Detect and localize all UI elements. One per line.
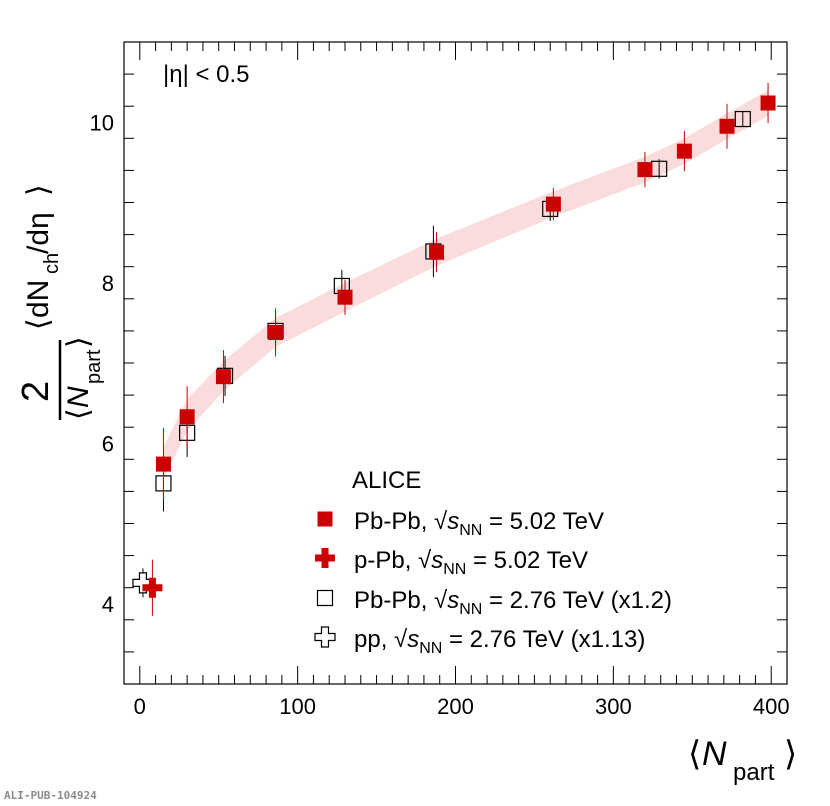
marker-filled-square	[676, 143, 692, 159]
publication-id: ALI-PUB-104924	[4, 789, 97, 802]
marker-filled-square	[545, 196, 561, 212]
x-axis-title-sub: part	[733, 759, 775, 786]
axis-ticks: 0 100 200 300 400 4 6 8 10	[90, 41, 790, 719]
y-axis-title-denominator-main: N	[62, 386, 95, 408]
legend-entries: Pb-Pb, √sNN = 5.02 TeV p-Pb, √sNN = 5.02 …	[314, 508, 672, 657]
systematic-band	[163, 90, 769, 480]
marker-filled-square	[179, 409, 195, 425]
y-axis-title-main: dN	[22, 280, 55, 318]
x-tick-label: 100	[279, 694, 316, 719]
x-axis-title: ⟨ N part ⟩	[688, 735, 797, 786]
y-tick-label: 6	[102, 431, 114, 456]
x-tick-label: 400	[753, 694, 790, 719]
eta-annotation: |η| < 0.5	[163, 61, 250, 88]
y-axis-title: 2 ⟨ N part ⟩ ⟨ dN ch /dη ⟩	[15, 184, 105, 420]
y-tick-label: 10	[90, 110, 114, 135]
marker-open-square	[316, 589, 334, 607]
y-tick-label: 4	[102, 592, 114, 617]
series-filled-cross	[142, 559, 163, 616]
x-tick-label: 0	[134, 694, 146, 719]
svg-text:⟩: ⟩	[62, 336, 95, 348]
x-tick-label: 200	[437, 694, 474, 719]
marker-filled-square	[719, 118, 735, 134]
marker-filled-square	[215, 369, 231, 385]
marker-filled-square	[155, 456, 171, 472]
marker-filled-square	[337, 289, 353, 305]
y-axis-title-tail: /dη	[22, 212, 55, 254]
marker-filled-square	[268, 325, 284, 341]
svg-text:⟩: ⟩	[784, 735, 797, 773]
marker-filled-square	[429, 244, 445, 260]
legend: ALICE Pb-Pb, √sNN = 5.02 TeV p-Pb, √sNN =…	[314, 467, 672, 657]
x-tick-label: 300	[595, 694, 632, 719]
series-filled-square	[155, 82, 776, 501]
marker-open-square	[734, 110, 751, 128]
marker-filled-square	[317, 511, 333, 527]
legend-entry-label: p-Pb, √sNN = 5.02 TeV	[354, 547, 588, 578]
marker-filled-cross	[315, 548, 335, 568]
legend-entry-label: Pb-Pb, √sNN = 2.76 TeV (x1.2)	[354, 587, 672, 618]
svg-text:⟩: ⟩	[22, 184, 55, 196]
legend-entry-label: Pb-Pb, √sNN = 5.02 TeV	[354, 508, 604, 539]
systematic-band-area	[163, 90, 769, 480]
y-axis-title-numerator: 2	[15, 381, 57, 402]
y-axis-title-denominator-sub: part	[83, 349, 105, 384]
marker-filled-square	[760, 95, 776, 111]
marker-filled-cross	[142, 577, 163, 598]
svg-text:⟨: ⟨	[688, 735, 701, 773]
marker-filled-square	[637, 162, 653, 178]
y-axis-title-sub: ch	[41, 253, 63, 274]
series-open-cross	[132, 568, 154, 598]
y-tick-label: 8	[102, 271, 114, 296]
svg-text:⟨: ⟨	[62, 408, 95, 420]
svg-text:⟨: ⟨	[22, 318, 55, 330]
marker-open-cross	[314, 626, 336, 648]
data-series	[132, 82, 776, 616]
legend-entry-label: pp, √sNN = 2.76 TeV (x1.13)	[354, 626, 645, 657]
x-axis-title-main: N	[702, 735, 727, 773]
legend-experiment: ALICE	[352, 467, 421, 494]
marker-open-cross	[132, 572, 154, 594]
